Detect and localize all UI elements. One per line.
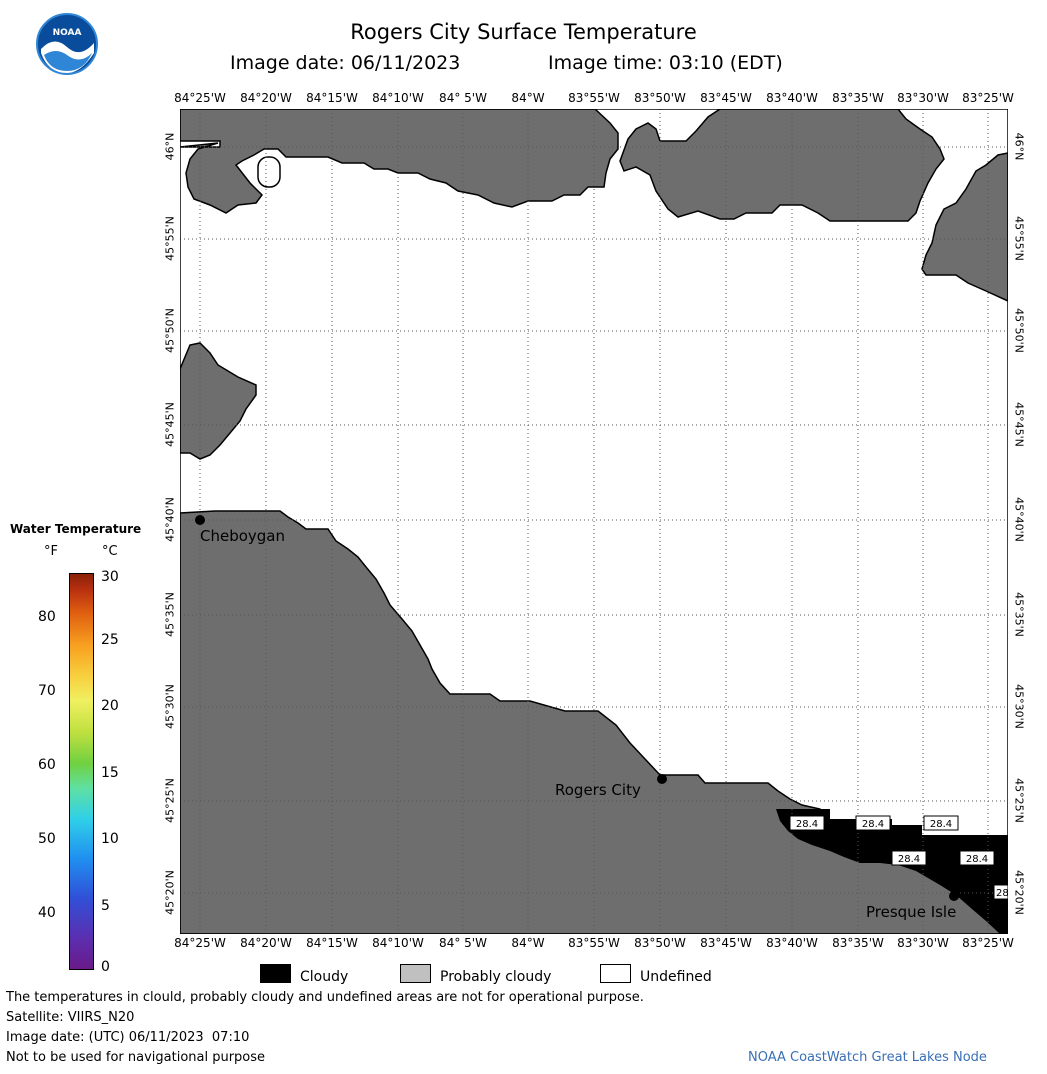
legend-c-tick: 25 — [101, 632, 119, 648]
legend-f-tick: 80 — [38, 609, 56, 625]
land-west-point — [180, 342, 257, 460]
lon-label-bottom: 83°55'W — [568, 936, 620, 950]
lon-label-bottom: 83°25'W — [962, 936, 1014, 950]
lat-label-right: 45°50'N — [1012, 308, 1026, 353]
legend-f-tick: 40 — [38, 905, 56, 921]
lat-label-right: 45°30'N — [1012, 684, 1026, 729]
lon-label-top: 83°25'W — [962, 91, 1014, 105]
legend-title: Water Temperature — [10, 522, 142, 536]
temp-label-4: 28.4 — [898, 854, 920, 865]
lon-label-bottom: 84°10'W — [372, 936, 424, 950]
legend-c-tick: 0 — [101, 959, 110, 975]
footer-satellite: Satellite: VIIRS_N20 — [6, 1010, 135, 1025]
lon-label-bottom: 84°W — [511, 936, 545, 950]
temp-label-3: 28.4 — [930, 819, 952, 830]
lat-label-right: 45°25'N — [1012, 778, 1026, 823]
image-time: Image time: 03:10 (EDT) — [548, 52, 783, 74]
lon-label-bottom: 84° 5'W — [439, 936, 487, 950]
lon-label-bottom: 83°50'W — [634, 936, 686, 950]
lon-label-top: 84°W — [511, 91, 545, 105]
lat-label-left: 45°20'N — [163, 870, 177, 915]
land-east — [921, 152, 1008, 302]
lon-label-top: 84°25'W — [174, 91, 226, 105]
temp-label-2: 28.4 — [862, 819, 884, 830]
legend-c-tick: 30 — [101, 569, 119, 585]
legend-c-tick: 10 — [101, 831, 119, 847]
lon-label-top: 84° 5'W — [439, 91, 487, 105]
lon-label-bottom: 84°15'W — [306, 936, 358, 950]
lat-label-right: 45°45'N — [1012, 402, 1026, 447]
temperature-labels: 28.4 28.4 28.4 28.4 28.4 28 — [789, 815, 1008, 900]
map-title: Rogers City Surface Temperature — [350, 20, 697, 44]
city-marker-rogers-city — [657, 774, 667, 784]
lat-label-left: 45°35'N — [163, 592, 177, 637]
footer-utc-date: Image date: (UTC) 06/11/2023 07:10 — [6, 1030, 250, 1045]
lat-label-left: 45°25'N — [163, 778, 177, 823]
temp-label-6: 28 — [996, 888, 1008, 899]
lat-label-right: 46°N — [1012, 132, 1026, 161]
lon-label-bottom: 83°30'W — [897, 936, 949, 950]
lon-label-bottom: 84°20'W — [240, 936, 292, 950]
city-marker-cheboygan — [195, 515, 205, 525]
lon-label-top: 84°15'W — [306, 91, 358, 105]
lat-label-right: 45°35'N — [1012, 592, 1026, 637]
city-label-presque-isle: Presque Isle — [866, 903, 956, 921]
land-bois-blanc — [619, 109, 945, 222]
cloudy-region — [776, 809, 1008, 934]
lat-label-right: 45°20'N — [1012, 870, 1026, 915]
map-area: 28.4 28.4 28.4 28.4 28.4 28 Cheboygan Ro… — [180, 109, 1008, 934]
key-probably-cloudy-swatch — [400, 964, 431, 983]
svg-text:NOAA: NOAA — [53, 28, 82, 38]
key-cloudy-label: Cloudy — [300, 969, 349, 985]
lon-label-bottom: 83°40'W — [766, 936, 818, 950]
lon-label-top: 83°30'W — [897, 91, 949, 105]
lon-label-top: 83°55'W — [568, 91, 620, 105]
lat-label-left: 46°N — [163, 132, 177, 161]
temperature-color-bar — [69, 573, 94, 970]
key-undefined-label: Undefined — [640, 969, 712, 985]
legend-f-tick: 50 — [38, 831, 56, 847]
legend-f-tick: 70 — [38, 683, 56, 699]
footer-disclaimer: The temperatures in clould, probably clo… — [6, 990, 644, 1005]
lon-label-bottom: 84°25'W — [174, 936, 226, 950]
lon-label-top: 84°20'W — [240, 91, 292, 105]
lat-label-left: 45°55'N — [163, 216, 177, 261]
legend-c-tick: 5 — [101, 898, 110, 914]
lon-label-top: 83°40'W — [766, 91, 818, 105]
key-undefined-swatch — [600, 964, 631, 983]
noaa-logo: NOAA — [36, 13, 98, 75]
lat-label-left: 45°30'N — [163, 684, 177, 729]
temp-label-5: 28.4 — [966, 854, 988, 865]
lat-label-left: 45°40'N — [163, 497, 177, 542]
footer-credit: NOAA CoastWatch Great Lakes Node — [748, 1050, 987, 1065]
legend-unit-f: °F — [44, 544, 58, 559]
lat-label-right: 45°40'N — [1012, 497, 1026, 542]
legend-c-tick: 15 — [101, 765, 119, 781]
legend-f-tick: 60 — [38, 757, 56, 773]
city-marker-presque-isle — [949, 891, 959, 901]
legend-c-tick: 20 — [101, 698, 119, 714]
city-label-rogers-city: Rogers City — [555, 781, 641, 799]
lon-label-top: 84°10'W — [372, 91, 424, 105]
key-probably-cloudy-label: Probably cloudy — [440, 969, 552, 985]
lon-label-bottom: 83°35'W — [832, 936, 884, 950]
key-cloudy-swatch — [260, 964, 291, 983]
image-date: Image date: 06/11/2023 — [230, 52, 461, 74]
inland-water — [257, 156, 281, 188]
lat-label-left: 45°45'N — [163, 402, 177, 447]
city-label-cheboygan: Cheboygan — [200, 527, 285, 545]
temp-label-1: 28.4 — [796, 819, 818, 830]
lat-label-right: 45°55'N — [1012, 216, 1026, 261]
lon-label-bottom: 83°45'W — [700, 936, 752, 950]
legend-unit-c: °C — [102, 544, 118, 559]
lon-label-top: 83°50'W — [634, 91, 686, 105]
footer-nav-warning: Not to be used for navigational purpose — [6, 1050, 266, 1065]
lat-label-left: 45°50'N — [163, 308, 177, 353]
lon-label-top: 83°45'W — [700, 91, 752, 105]
lon-label-top: 83°35'W — [832, 91, 884, 105]
